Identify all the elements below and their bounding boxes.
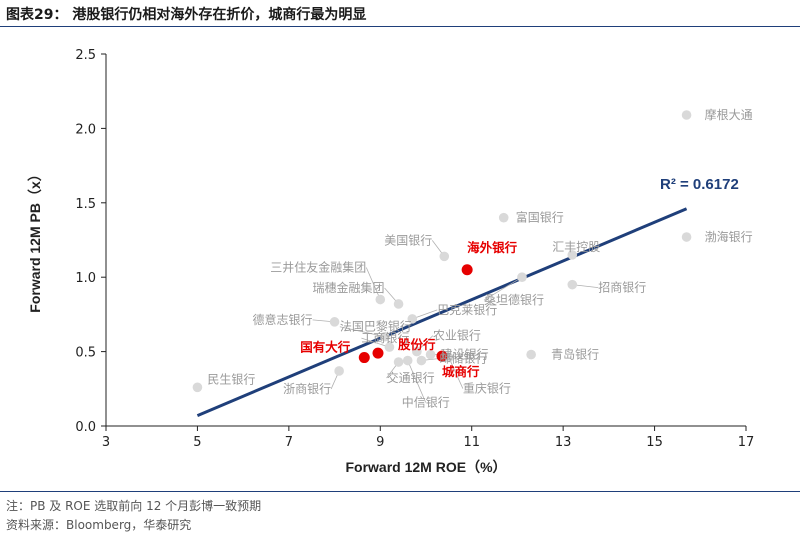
highlight-label: 城商行 (442, 364, 480, 379)
y-tick-label: 2.0 (75, 122, 96, 137)
title-divider (0, 26, 800, 27)
point-label: 青岛银行 (551, 347, 599, 362)
points-layer (192, 110, 692, 393)
trend-layer (196, 207, 688, 417)
data-point (407, 314, 418, 324)
data-point (425, 349, 436, 360)
data-point (402, 355, 413, 366)
point-label: 重庆银行 (463, 382, 511, 396)
data-point (372, 347, 384, 359)
data-point (461, 264, 473, 276)
point-label: 工商银行 (361, 330, 409, 345)
x-tick-label: 15 (646, 435, 663, 450)
point-label: 摩根大通 (705, 107, 753, 122)
x-tick-label: 7 (285, 435, 293, 450)
chart-axes: 3 5 7 9 11 13 15 17 0.0 0.5 1.0 1.5 2.0 2.5 (75, 48, 754, 450)
data-point (334, 366, 344, 376)
point-label: 建设银行 (441, 348, 489, 362)
data-point (681, 110, 692, 120)
x-tick-label: 11 (463, 435, 480, 450)
point-label: 邮储银行 (439, 351, 487, 366)
highlight-label: 股份行 (398, 337, 436, 352)
data-point (412, 346, 422, 357)
y-tick-label: 0.0 (75, 420, 96, 435)
y-tick-label: 1.5 (75, 197, 96, 212)
data-point (358, 352, 370, 364)
data-point (498, 212, 509, 223)
point-label: 美国银行 (384, 233, 432, 247)
point-label: 瑞穗金融集团 (313, 280, 385, 295)
data-point (416, 355, 427, 366)
r-squared-annotation: R² = 0.6172 (660, 176, 739, 193)
highlight-label: 海外银行 (467, 240, 518, 255)
data-point (526, 349, 536, 360)
data-point (384, 342, 395, 352)
data-point (567, 279, 578, 290)
point-label: 法国巴黎银行 (340, 320, 412, 334)
x-axis-title: Forward 12M ROE（%） (345, 459, 506, 475)
leader-line (448, 357, 464, 389)
point-label: 中信银行 (402, 395, 450, 410)
point-label: 巴克莱银行 (437, 303, 497, 317)
x-tick-label: 3 (102, 435, 110, 450)
y-tick-label: 2.5 (75, 48, 96, 63)
point-label: 农业银行 (433, 329, 481, 343)
data-point (380, 331, 390, 342)
leader-line (365, 267, 381, 300)
point-label: 渤海银行 (705, 229, 753, 244)
x-tick-label: 5 (193, 435, 201, 450)
data-point (393, 357, 404, 367)
point-label: 浙商银行 (283, 381, 331, 396)
y-tick-label: 0.5 (75, 346, 96, 361)
source-note: 资料来源：Bloomberg，华泰研究 (6, 518, 192, 532)
leader-line (339, 326, 385, 338)
footnote: 注：PB 及 ROE 选取前向 12 个月彭博一致预期 (6, 499, 262, 513)
data-point (436, 350, 448, 362)
highlight-label: 国有大行 (300, 340, 351, 355)
x-tick-label: 17 (738, 435, 755, 450)
data-point (567, 250, 578, 260)
point-label: 招商银行 (598, 280, 646, 295)
point-label: 桑坦德银行 (484, 292, 544, 307)
point-label: 汇丰控股 (552, 240, 600, 254)
footer-divider (0, 491, 800, 492)
leader-line (483, 276, 523, 301)
point-label: 民生银行 (207, 372, 255, 386)
y-axis-title: Forward 12M PB（x） (27, 167, 43, 312)
point-label: 交通银行 (387, 370, 435, 385)
point-label: 三井住友金融集团 (270, 260, 366, 275)
y-tick-label: 1.0 (75, 271, 96, 286)
x-tick-label: 13 (555, 435, 572, 450)
point-label: 德意志银行 (253, 312, 313, 327)
data-point (192, 382, 203, 393)
trendline (196, 207, 688, 417)
figure-title: 图表29： 港股银行仍相对海外存在折价，城商行最为明显 (6, 7, 367, 23)
data-point (375, 294, 386, 305)
leader-line (361, 337, 390, 348)
leader-line (407, 360, 427, 403)
data-point (517, 272, 527, 283)
data-point (329, 317, 340, 327)
x-tick-label: 9 (376, 435, 384, 450)
point-label: 富国银行 (516, 210, 564, 225)
data-point (439, 251, 450, 262)
data-point (681, 232, 692, 242)
data-point (393, 299, 404, 309)
